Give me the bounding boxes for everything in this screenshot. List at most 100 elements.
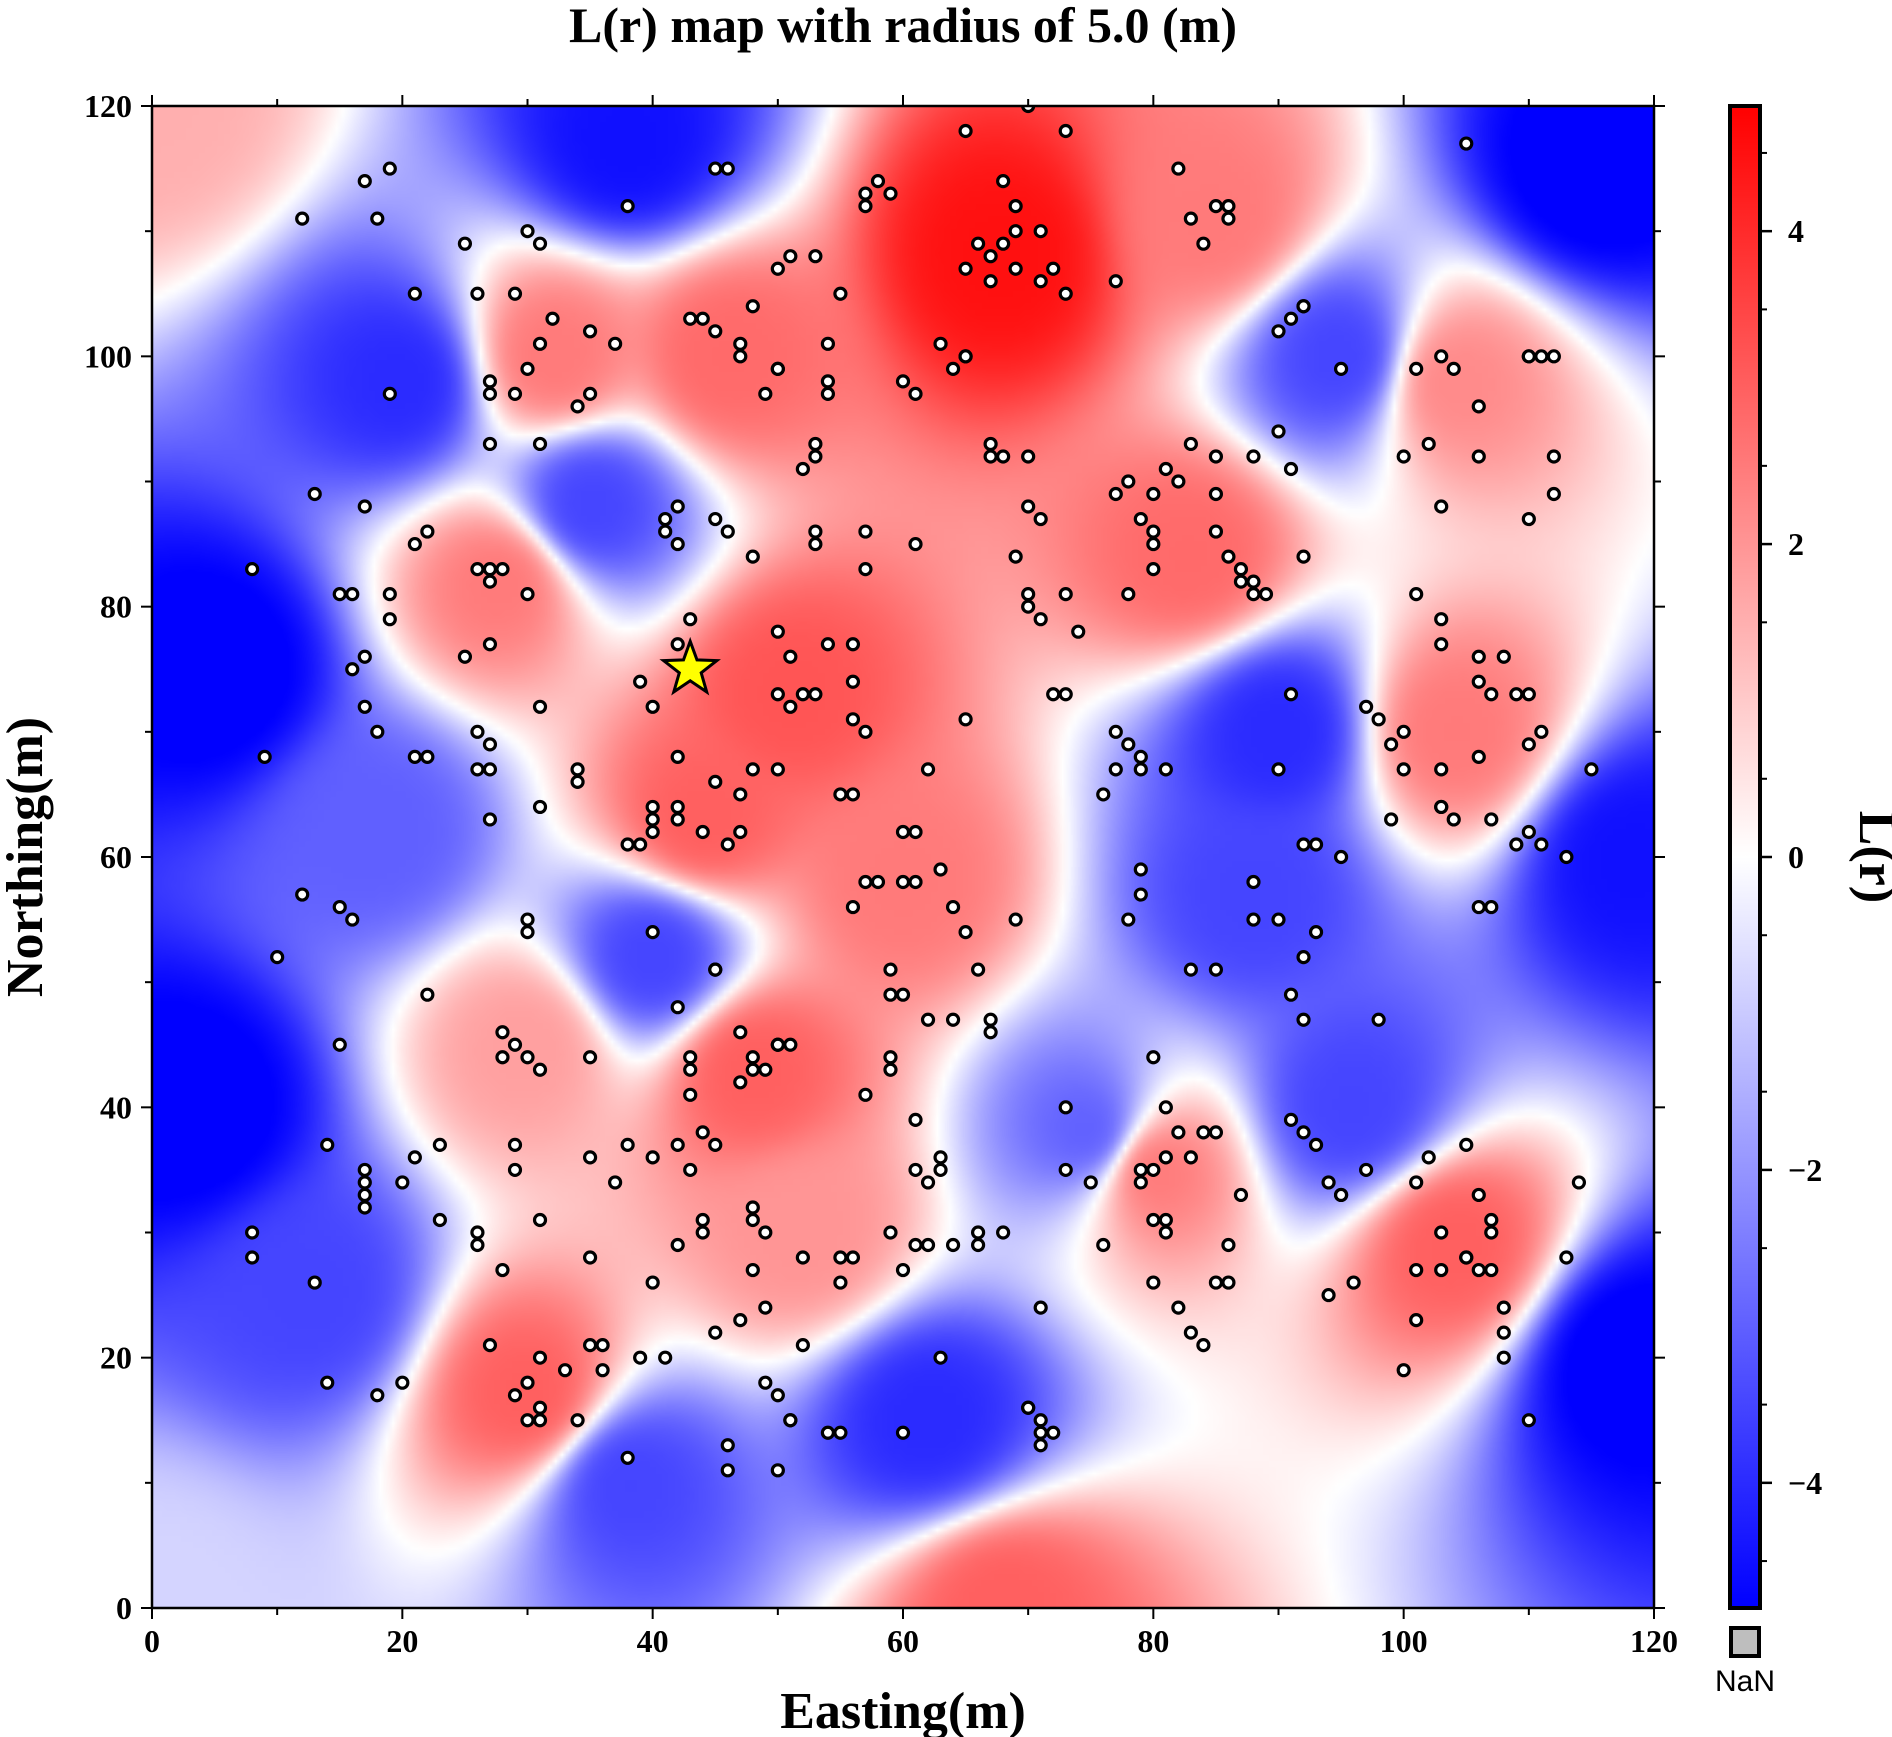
data-point bbox=[758, 1225, 773, 1240]
data-point bbox=[382, 612, 397, 627]
data-point bbox=[457, 236, 473, 251]
data-point bbox=[683, 612, 698, 627]
data-point bbox=[1121, 737, 1136, 752]
data-point bbox=[1246, 874, 1261, 890]
data-point bbox=[1421, 436, 1436, 452]
data-point bbox=[470, 724, 485, 739]
data-point bbox=[1183, 1150, 1198, 1165]
x-axis-label: Easting(m) bbox=[780, 1683, 1026, 1737]
data-point bbox=[1258, 587, 1274, 602]
data-point bbox=[695, 311, 710, 326]
data-point bbox=[482, 762, 498, 777]
data-point bbox=[683, 311, 698, 326]
data-point bbox=[758, 1375, 773, 1390]
data-point bbox=[1409, 587, 1424, 602]
data-point bbox=[770, 762, 785, 777]
data-point bbox=[1108, 762, 1123, 777]
data-point bbox=[470, 562, 485, 577]
data-point bbox=[1008, 261, 1023, 276]
data-point bbox=[795, 1338, 810, 1353]
data-point bbox=[1021, 106, 1036, 114]
data-point bbox=[1471, 1187, 1486, 1203]
data-point bbox=[920, 762, 936, 777]
x-tick-label: 20 bbox=[386, 1623, 418, 1659]
data-point bbox=[507, 1137, 523, 1152]
data-point bbox=[495, 1262, 510, 1278]
data-point bbox=[470, 762, 485, 777]
data-point bbox=[482, 637, 498, 652]
data-point bbox=[1296, 950, 1311, 965]
data-point bbox=[695, 1125, 710, 1140]
data-point bbox=[495, 1025, 510, 1040]
data-point bbox=[1534, 837, 1549, 852]
data-point bbox=[1121, 912, 1136, 927]
data-point bbox=[595, 1338, 610, 1353]
data-point bbox=[933, 1350, 948, 1365]
data-point bbox=[808, 687, 823, 702]
data-point bbox=[1008, 549, 1023, 564]
data-point bbox=[833, 286, 848, 301]
data-point bbox=[1521, 687, 1536, 702]
data-point bbox=[858, 186, 873, 201]
data-point bbox=[482, 562, 498, 577]
data-point bbox=[1158, 461, 1173, 477]
data-point bbox=[658, 524, 673, 539]
data-point bbox=[745, 1200, 760, 1215]
data-point bbox=[1409, 1313, 1424, 1328]
data-point bbox=[783, 649, 798, 664]
data-point bbox=[1208, 524, 1224, 539]
data-point bbox=[958, 261, 973, 276]
data-point bbox=[1133, 1175, 1148, 1190]
data-point bbox=[420, 987, 435, 1002]
data-point bbox=[633, 674, 648, 689]
data-point bbox=[745, 299, 760, 314]
data-point bbox=[1434, 1225, 1449, 1240]
origin-marker bbox=[659, 636, 721, 696]
data-point bbox=[1434, 762, 1449, 777]
data-point bbox=[770, 261, 785, 276]
data-point bbox=[833, 1425, 848, 1440]
y-tick-label: 80 bbox=[100, 589, 132, 625]
data-point bbox=[570, 762, 585, 777]
data-point bbox=[370, 211, 385, 226]
data-point bbox=[1058, 1162, 1073, 1178]
x-tick-label: 80 bbox=[1137, 1623, 1169, 1659]
data-point bbox=[720, 1463, 735, 1478]
data-point bbox=[770, 1388, 785, 1403]
data-point bbox=[307, 486, 322, 502]
data-point bbox=[933, 862, 948, 877]
data-point bbox=[808, 449, 823, 464]
data-point bbox=[770, 687, 785, 702]
data-point bbox=[1221, 549, 1236, 564]
data-point bbox=[1133, 749, 1148, 764]
data-point bbox=[582, 1250, 598, 1265]
data-point bbox=[895, 374, 911, 389]
data-point bbox=[895, 824, 911, 840]
data-point bbox=[357, 1187, 372, 1203]
data-point bbox=[1446, 812, 1461, 827]
data-point bbox=[1133, 887, 1148, 902]
data-point bbox=[1208, 199, 1224, 214]
data-point bbox=[895, 987, 911, 1002]
data-point bbox=[795, 1250, 810, 1265]
data-point bbox=[1146, 1212, 1161, 1228]
data-point bbox=[1046, 1425, 1061, 1440]
data-point bbox=[307, 1275, 322, 1290]
data-point bbox=[1434, 1262, 1449, 1278]
data-point bbox=[945, 361, 961, 376]
data-point bbox=[895, 1425, 911, 1440]
data-point bbox=[1183, 962, 1198, 977]
data-point bbox=[1246, 449, 1261, 464]
data-point bbox=[370, 724, 385, 739]
data-point bbox=[1146, 536, 1161, 552]
data-point bbox=[820, 1425, 836, 1440]
data-point bbox=[1471, 899, 1486, 915]
data-point bbox=[1496, 1350, 1511, 1365]
colorbar-tick-label: 0 bbox=[1788, 839, 1804, 875]
data-point bbox=[1496, 649, 1511, 664]
data-point bbox=[895, 1262, 911, 1278]
data-point bbox=[1546, 449, 1561, 464]
data-point bbox=[983, 1012, 998, 1027]
data-point bbox=[1359, 699, 1374, 714]
data-point bbox=[1058, 286, 1073, 301]
